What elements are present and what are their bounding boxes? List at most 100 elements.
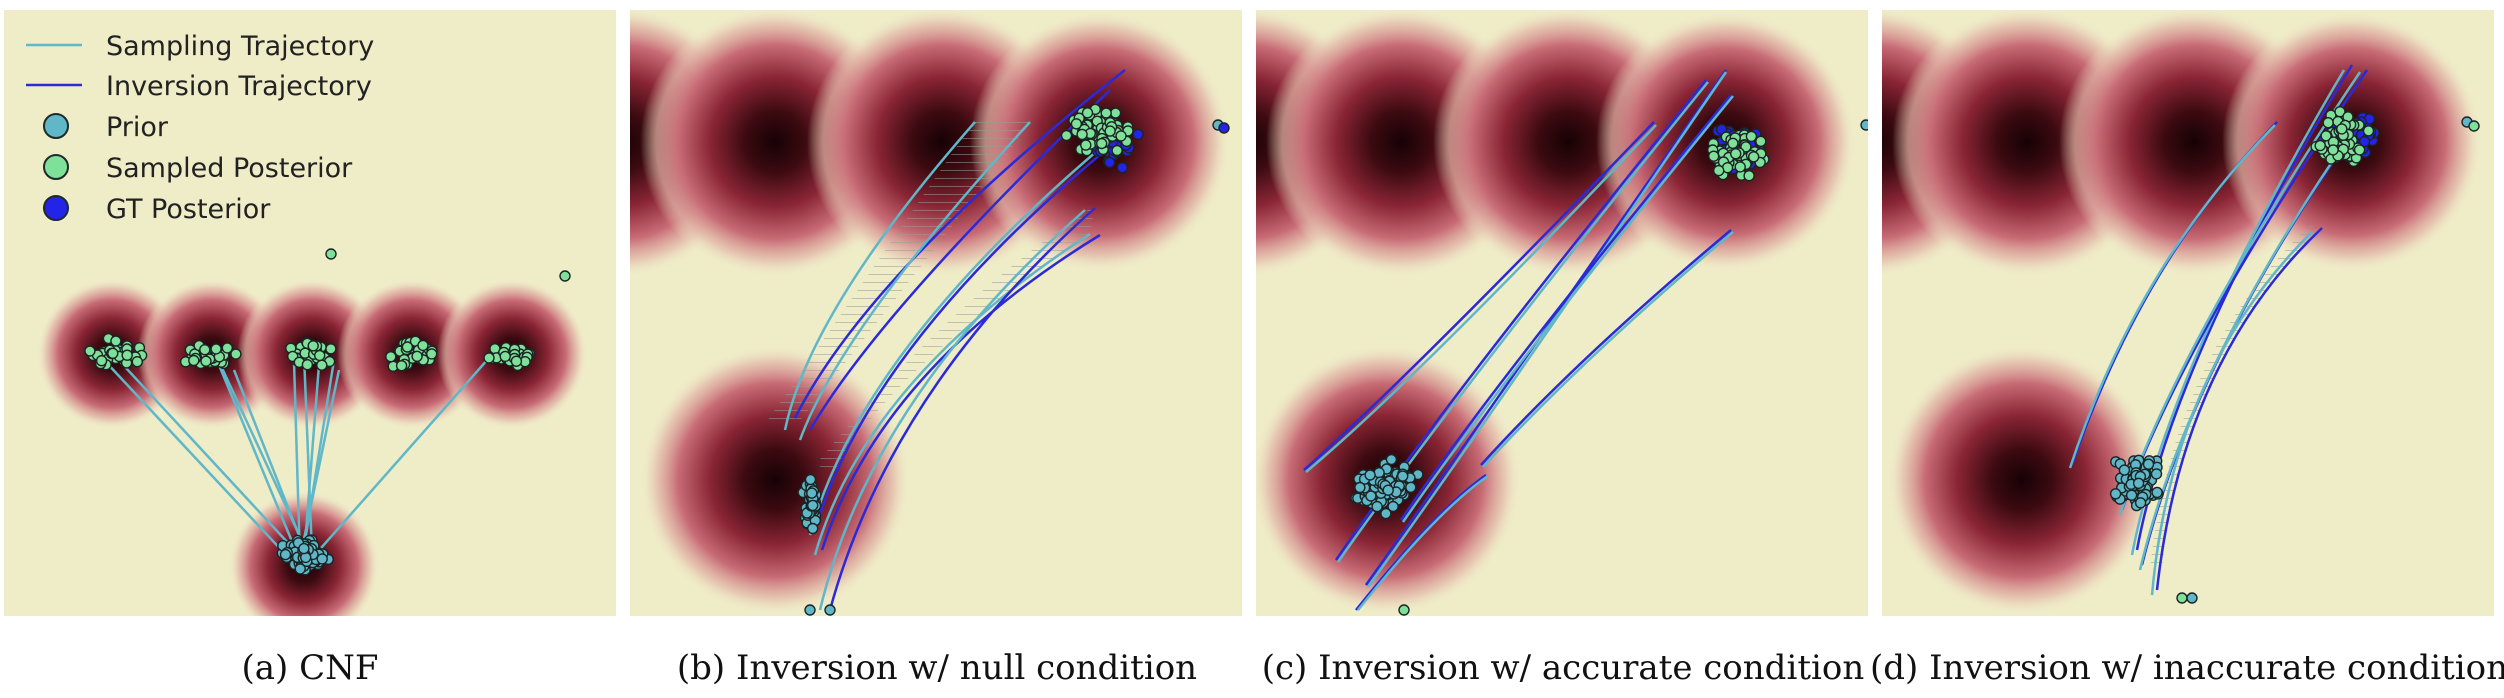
legend-prior-marker	[43, 113, 69, 139]
prior-point	[1385, 453, 1398, 466]
sampling-trajectory	[813, 232, 1091, 556]
sampling-trajectory	[1482, 231, 1734, 468]
sampled-posterior-point	[1104, 125, 1116, 137]
sampled-posterior-point	[121, 349, 133, 361]
inversion-trajectory	[1303, 121, 1655, 471]
sampled-posterior-point	[2353, 144, 2366, 156]
prior-point	[1365, 490, 1377, 502]
sampling-trajectory	[306, 349, 497, 565]
prior-point	[1364, 469, 1376, 481]
sampling-trajectory	[302, 354, 314, 569]
sampled-posterior-point	[426, 348, 438, 360]
sampled-posterior-point	[210, 343, 222, 355]
sampled-posterior-point	[510, 355, 523, 367]
panel-d-plot	[1882, 10, 2494, 616]
prior-point	[294, 563, 306, 575]
sampling-trajectory	[214, 354, 312, 559]
prior-point	[804, 473, 817, 486]
prior-point	[1354, 481, 1366, 494]
sampled-posterior-point	[1080, 139, 1092, 151]
sampled-posterior-point	[1730, 147, 1742, 160]
panel-c-plot	[1256, 10, 1868, 616]
panel-b-plot	[630, 10, 1242, 616]
sampled-posterior-point	[2176, 592, 2188, 604]
sampling-trajectory	[1357, 474, 1489, 611]
sampled-posterior-point	[385, 351, 397, 363]
trajectories	[783, 69, 1131, 611]
sampling-trajectory	[217, 364, 305, 569]
sampled-posterior-point	[230, 348, 242, 360]
sample-points	[1350, 119, 1868, 616]
prior-point	[1387, 500, 1399, 513]
prior-point	[2134, 497, 2147, 509]
gt-posterior-point	[1132, 128, 1144, 141]
prior-point	[2142, 458, 2155, 470]
gt-posterior-point	[1116, 161, 1128, 174]
prior-point	[316, 553, 328, 565]
sampled-posterior-point	[1398, 604, 1410, 616]
sampled-posterior-point	[1081, 107, 1094, 119]
sampled-posterior-point	[316, 359, 328, 371]
panel-d-inaccurate-condition	[1882, 10, 2494, 616]
inversion-trajectory	[2155, 227, 2323, 591]
sampled-posterior-point	[1743, 169, 1755, 182]
sampled-posterior-point	[411, 350, 423, 362]
prior-point	[279, 548, 292, 561]
sampled-posterior-point	[84, 345, 96, 357]
sampling-trajectories	[103, 349, 497, 570]
prior-point	[806, 487, 818, 499]
sampled-posterior-point	[2468, 120, 2480, 132]
sampled-posterior-point	[1111, 144, 1123, 157]
legend-sampling-label: Sampling Trajectory	[106, 31, 374, 62]
sampled-posterior-point	[1100, 107, 1112, 119]
prior-point	[804, 604, 816, 616]
sampled-posterior-point	[325, 343, 337, 355]
sample-points	[797, 103, 1230, 616]
sampled-posterior-point	[95, 355, 108, 367]
sample-points	[84, 248, 571, 576]
sampled-posterior-point	[401, 341, 414, 353]
prior-point	[2125, 489, 2138, 501]
sampling-trajectory	[2150, 231, 2313, 596]
prior-point	[2132, 477, 2145, 489]
sampled-posterior-point	[2320, 130, 2332, 142]
sampled-posterior-point	[1096, 137, 1108, 150]
sampled-posterior-point	[200, 355, 212, 367]
prior-point	[2118, 464, 2131, 476]
prior-point	[1396, 470, 1409, 482]
trajectories	[1303, 69, 1734, 611]
inversion-trajectory	[1355, 473, 1487, 611]
sampled-posterior-point	[1755, 135, 1767, 148]
caption-a: (a) CNF	[241, 648, 379, 688]
inversion-trajectory	[1364, 69, 1728, 586]
sampled-posterior-point	[110, 335, 122, 347]
prior-point	[2109, 488, 2122, 500]
sampled-posterior-point	[483, 352, 495, 364]
sampled-posterior-point	[1748, 151, 1760, 163]
gt-posterior-point	[2358, 135, 2371, 148]
prior-point	[298, 542, 310, 555]
gt-posterior-point	[1218, 122, 1230, 134]
legend-sampled-posterior-marker	[43, 154, 69, 180]
gt-posterior-point	[1103, 156, 1116, 169]
sampled-posterior-point	[107, 347, 119, 359]
sampling-trajectory	[297, 369, 341, 565]
legend-inversion-label: Inversion Trajectory	[106, 71, 372, 102]
sampled-posterior-point	[1070, 118, 1083, 130]
sampled-posterior-point	[131, 356, 144, 368]
sampled-posterior-point	[307, 340, 319, 352]
prior-point	[1371, 500, 1383, 513]
prior-point	[1382, 484, 1394, 496]
sampling-trajectory	[1336, 81, 1709, 563]
sampled-posterior-point	[417, 339, 429, 352]
caption-c: (c) Inversion w/ accurate condition	[1261, 648, 1865, 688]
sampled-posterior-point	[199, 344, 211, 356]
caption-d: (d) Inversion w/ inaccurate condition	[1870, 648, 2504, 688]
sampled-posterior-point	[314, 349, 326, 362]
prior-point	[2186, 592, 2198, 604]
legend-sampled-posterior-label: Sampled Posterior	[106, 153, 353, 184]
sampling-trajectory	[808, 139, 1111, 536]
prior-point	[806, 499, 819, 512]
panel-a-plot: Sampling Trajectory Inversion Trajectory…	[4, 10, 616, 616]
sampling-trajectory	[798, 121, 1031, 441]
